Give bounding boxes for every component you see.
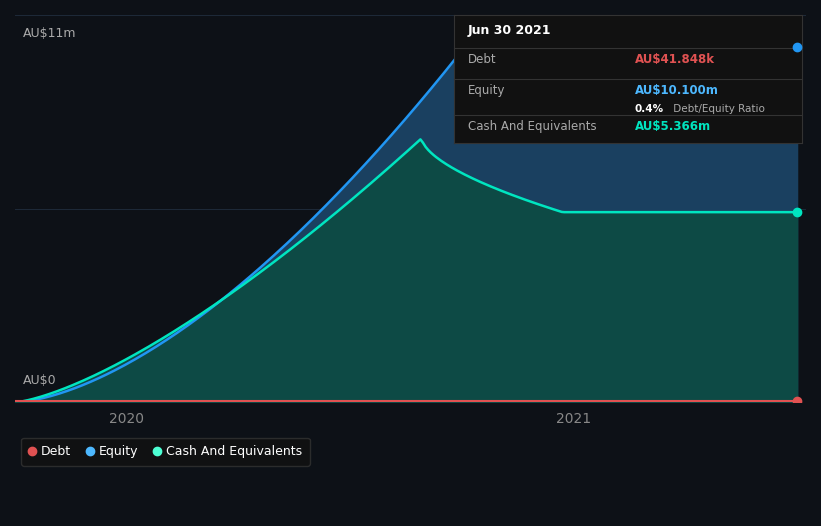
Text: AU$11m: AU$11m <box>23 27 76 39</box>
Legend: Debt, Equity, Cash And Equivalents: Debt, Equity, Cash And Equivalents <box>21 438 310 466</box>
Text: AU$0: AU$0 <box>23 374 57 387</box>
